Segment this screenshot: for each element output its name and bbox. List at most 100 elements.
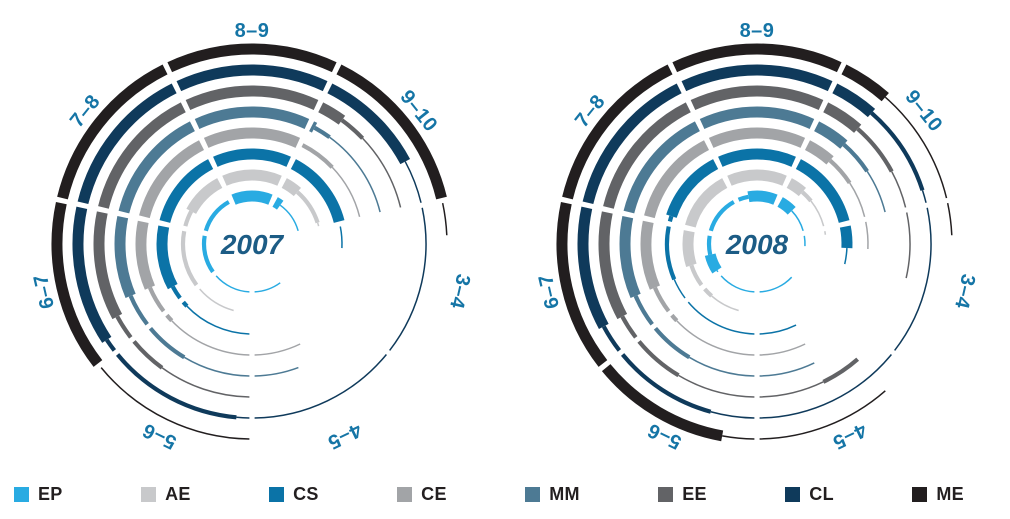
legend-item-EP: EP bbox=[14, 484, 63, 505]
ring-AE-arc bbox=[682, 230, 697, 268]
ring-CS-arc bbox=[290, 159, 345, 223]
ring-AE-arc bbox=[186, 178, 223, 215]
legend-item-ME: ME bbox=[912, 484, 964, 505]
ring-CS-arc bbox=[664, 226, 677, 281]
ring-EE-arc bbox=[318, 102, 346, 125]
legend-item-CS: CS bbox=[269, 484, 319, 505]
ring-ME-arc bbox=[167, 43, 337, 73]
legend-item-CL: CL bbox=[785, 484, 834, 505]
ring-AE-arc bbox=[281, 178, 302, 197]
legend-label: MM bbox=[549, 484, 580, 504]
sector-label-8-9: 8–9 bbox=[740, 20, 775, 42]
ring-MM-arc bbox=[699, 106, 815, 130]
ring-ME-arc bbox=[722, 435, 755, 440]
ring-EE-arc bbox=[637, 340, 680, 378]
legend-label: CL bbox=[809, 484, 834, 504]
legend-swatch-icon bbox=[269, 487, 285, 502]
ring-EP-arc bbox=[272, 197, 284, 210]
ring-EE-arc bbox=[822, 357, 860, 384]
ring-EE-arc bbox=[905, 212, 911, 279]
ring-ME-arc bbox=[841, 64, 889, 102]
ring-CE-arc bbox=[331, 166, 361, 217]
ring-AE-arc bbox=[316, 222, 320, 227]
ring-CS-arc bbox=[667, 215, 674, 222]
ring-CL-arc bbox=[176, 64, 328, 92]
ring-EE-arc bbox=[690, 85, 824, 111]
ring-CL-arc bbox=[404, 161, 422, 203]
ring-CL-arc bbox=[759, 354, 892, 419]
ring-CL-arc bbox=[710, 411, 755, 419]
ring-MM-arc bbox=[329, 136, 381, 213]
ring-EP-arc bbox=[254, 282, 281, 293]
year-label: 2007 bbox=[220, 229, 285, 260]
ring-ME-arc bbox=[946, 202, 953, 236]
ring-CL-arc bbox=[921, 189, 927, 203]
ring-CE-arc bbox=[165, 313, 174, 323]
ring-MM-arc bbox=[688, 356, 755, 377]
ring-AE-arc bbox=[295, 190, 320, 224]
ring-MM-arc bbox=[118, 121, 195, 214]
ring-ME-arc bbox=[759, 390, 886, 440]
ring-EP-arc bbox=[747, 190, 778, 205]
ring-CE-arc bbox=[849, 182, 866, 217]
legend-item-EE: EE bbox=[658, 484, 707, 505]
ring-CE-arc bbox=[670, 313, 679, 323]
legend-label: EE bbox=[682, 484, 707, 504]
ring-MM-arc bbox=[842, 143, 869, 173]
ring-AE-arc bbox=[800, 190, 813, 203]
ring-EE-arc bbox=[620, 315, 638, 339]
ring-CL-arc bbox=[582, 83, 682, 205]
ring-MM-arc bbox=[254, 366, 299, 377]
ring-CL-arc bbox=[601, 325, 622, 352]
ring-CS-arc bbox=[339, 226, 343, 249]
ring-CE-arc bbox=[828, 158, 852, 185]
ring-EE-arc bbox=[161, 367, 250, 398]
ring-MM-arc bbox=[128, 295, 149, 326]
legend-swatch-icon bbox=[397, 487, 413, 502]
ring-MM-arc bbox=[653, 326, 691, 360]
ring-CS-arc bbox=[181, 300, 189, 308]
legend-label: EP bbox=[38, 484, 63, 504]
ring-CS-arc bbox=[213, 148, 291, 167]
ring-EP-arc bbox=[777, 197, 796, 215]
ring-EP-arc bbox=[791, 210, 804, 232]
ring-EP-arc bbox=[231, 190, 273, 205]
legend-swatch-icon bbox=[658, 487, 674, 502]
ring-EE-arc bbox=[603, 102, 691, 209]
ring-CE-arc bbox=[865, 221, 869, 250]
ring-CE-arc bbox=[147, 286, 166, 313]
ring-EP-arc bbox=[803, 235, 806, 247]
ring-CL-arc bbox=[681, 64, 833, 92]
ring-EP-arc bbox=[279, 204, 299, 232]
ring-CE-arc bbox=[708, 127, 806, 148]
ring-CE-arc bbox=[652, 286, 671, 313]
sector-label-3-4: 3–4 bbox=[950, 272, 979, 311]
ring-ME-arc bbox=[672, 43, 842, 73]
ring-EE-arc bbox=[132, 340, 164, 370]
ring-MM-arc bbox=[623, 121, 700, 214]
sector-label-4-5: 4–5 bbox=[829, 418, 870, 453]
ring-MM-arc bbox=[866, 170, 886, 213]
ring-CE-arc bbox=[171, 320, 250, 356]
ring-CE-arc bbox=[135, 220, 156, 290]
ring-EE-arc bbox=[93, 211, 123, 320]
legend-label: ME bbox=[936, 484, 964, 504]
ring-CE-arc bbox=[139, 140, 205, 219]
ring-EE-arc bbox=[856, 127, 894, 173]
ring-CS-arc bbox=[673, 279, 686, 299]
ring-EE-arc bbox=[98, 102, 186, 209]
ring-EP-arc bbox=[708, 200, 735, 232]
ring-EP-arc bbox=[201, 235, 215, 274]
sector-label-9-10: 9–10 bbox=[900, 86, 946, 136]
ring-ME-arc bbox=[601, 364, 724, 442]
ring-CE-arc bbox=[759, 343, 806, 356]
ring-CE-arc bbox=[301, 143, 334, 169]
ring-ME-arc bbox=[441, 202, 448, 236]
ring-CS-arc bbox=[844, 248, 848, 265]
legend-label: AE bbox=[165, 484, 191, 504]
ring-EP-arc bbox=[704, 253, 722, 274]
ring-EP-arc bbox=[720, 275, 755, 293]
ring-EP-arc bbox=[706, 235, 713, 256]
ring-CS-arc bbox=[159, 159, 214, 223]
